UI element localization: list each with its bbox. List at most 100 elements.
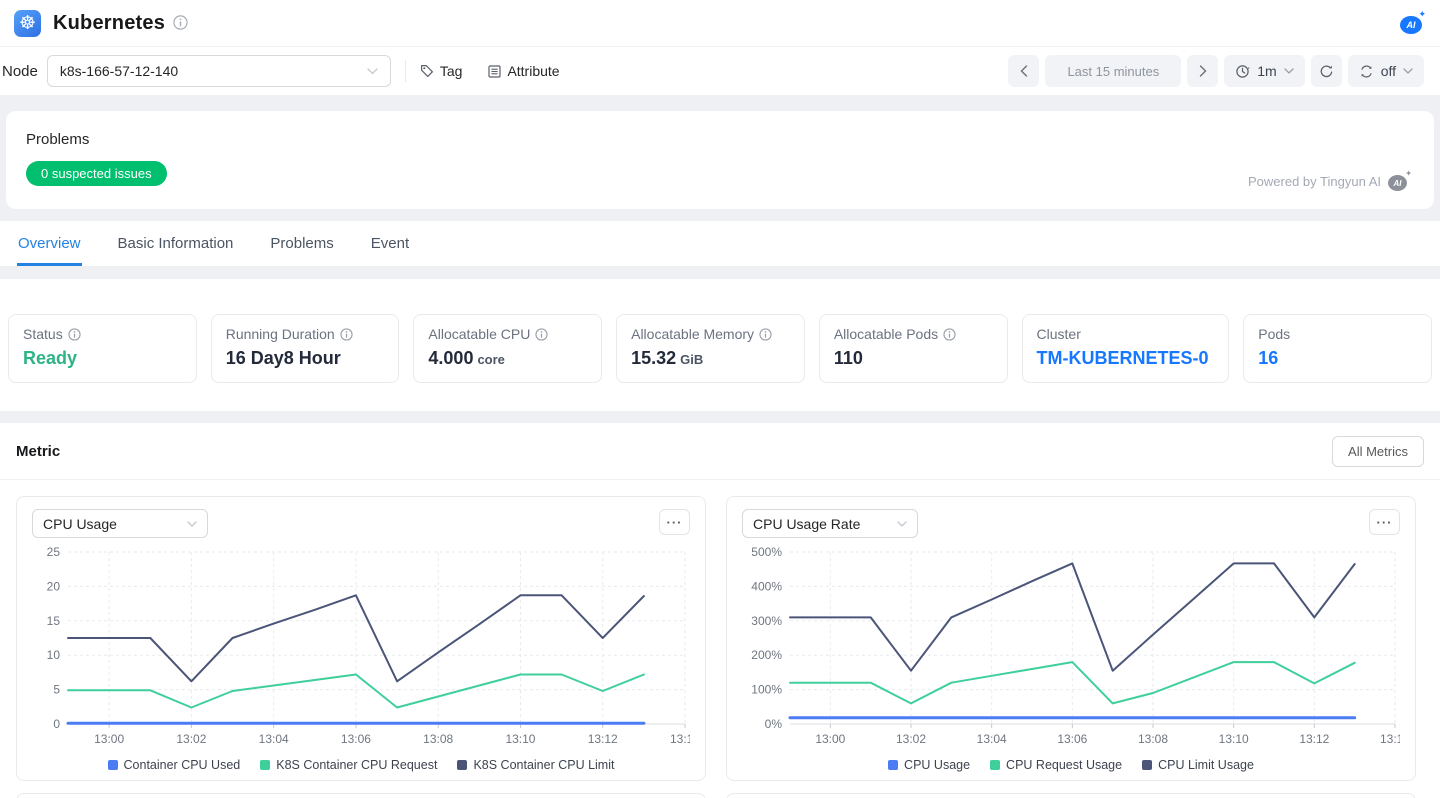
time-forward-button[interactable] — [1187, 55, 1218, 87]
time-range-button[interactable]: Last 15 minutes — [1045, 55, 1181, 87]
legend-label: Container CPU Used — [124, 758, 241, 772]
svg-text:13:02: 13:02 — [176, 732, 206, 746]
svg-text:5: 5 — [53, 683, 60, 697]
kubernetes-logo-icon: ☸ — [14, 10, 41, 37]
stat-card-allocatable-memory: Allocatable Memory 15.32GiB — [616, 314, 805, 383]
node-select[interactable]: k8s-166-57-12-140 — [47, 55, 391, 87]
sparkle-icon: ✦ — [1418, 9, 1426, 20]
chart-legend: CPU Usage CPU Request Usage CPU Limit Us… — [742, 758, 1400, 772]
cpu-usage-rate-chart[interactable]: 0%100%200%300%400%500%13:0013:0213:0413:… — [742, 542, 1400, 756]
stats-row: Status Ready Running Duration 16 Day8 Ho… — [8, 314, 1432, 383]
chevron-down-icon — [367, 68, 378, 75]
legend-item[interactable]: CPU Request Usage — [990, 758, 1122, 772]
svg-text:10: 10 — [47, 648, 61, 662]
legend-swatch — [888, 760, 898, 770]
svg-text:100%: 100% — [751, 683, 782, 697]
all-metrics-button[interactable]: All Metrics — [1332, 436, 1424, 467]
stat-card-pods: Pods 16 — [1243, 314, 1432, 383]
tag-label: Tag — [440, 63, 463, 79]
legend-swatch — [990, 760, 1000, 770]
filter-toolbar: Node k8s-166-57-12-140 Tag Attribute Las… — [0, 47, 1440, 95]
time-back-button[interactable] — [1008, 55, 1039, 87]
powered-by: Powered by Tingyun AI ✦ AI — [1248, 171, 1412, 191]
svg-text:20: 20 — [47, 579, 61, 593]
svg-text:13:12: 13:12 — [1299, 732, 1329, 746]
attribute-label: Attribute — [507, 63, 559, 79]
metric-section: Metric All Metrics CPU Usage ··· 0510152… — [0, 423, 1440, 798]
chevron-down-icon — [1403, 68, 1413, 74]
svg-text:25: 25 — [47, 545, 61, 559]
legend-label: CPU Limit Usage — [1158, 758, 1254, 772]
stat-value: 4.000core — [428, 348, 587, 369]
svg-text:13:00: 13:00 — [815, 732, 845, 746]
svg-text:0: 0 — [53, 717, 60, 731]
chart-select-value: CPU Usage — [43, 516, 117, 532]
legend-item[interactable]: CPU Usage — [888, 758, 970, 772]
stat-label: Allocatable CPU — [428, 326, 530, 342]
info-icon[interactable] — [759, 328, 772, 341]
stats-section: Status Ready Running Duration 16 Day8 Ho… — [0, 279, 1440, 411]
interval-dropdown[interactable]: 1m — [1224, 55, 1304, 87]
chart-metric-select[interactable]: CPU Usage — [32, 509, 208, 538]
svg-text:13:10: 13:10 — [1219, 732, 1249, 746]
auto-refresh-value: off — [1381, 63, 1396, 79]
info-icon[interactable] — [535, 328, 548, 341]
chart-metric-select[interactable]: CPU Usage Rate — [742, 509, 918, 538]
stat-label: Status — [23, 326, 63, 342]
clock-interval-icon — [1235, 64, 1250, 79]
attribute-button[interactable]: Attribute — [488, 63, 559, 79]
stat-card-allocatable-cpu: Allocatable CPU 4.000core — [413, 314, 602, 383]
suspected-issues-badge[interactable]: 0 suspected issues — [26, 161, 167, 186]
info-icon[interactable] — [173, 15, 188, 32]
svg-text:13:02: 13:02 — [896, 732, 926, 746]
svg-text:13:08: 13:08 — [423, 732, 453, 746]
attribute-icon — [488, 65, 501, 78]
chart-more-button[interactable]: ··· — [659, 509, 690, 535]
info-icon[interactable] — [943, 328, 956, 341]
node-select-value: k8s-166-57-12-140 — [60, 63, 178, 79]
chart-more-button[interactable]: ··· — [1369, 509, 1400, 535]
svg-text:0%: 0% — [765, 717, 783, 731]
tab-event[interactable]: Event — [370, 221, 410, 266]
legend-item[interactable]: CPU Limit Usage — [1142, 758, 1254, 772]
legend-item[interactable]: K8S Container CPU Limit — [457, 758, 614, 772]
svg-text:13:14: 13:14 — [1380, 732, 1400, 746]
tingyun-ai-gray-icon: ✦ AI — [1388, 171, 1412, 191]
info-icon[interactable] — [68, 328, 81, 341]
info-icon[interactable] — [340, 328, 353, 341]
svg-text:13:08: 13:08 — [1138, 732, 1168, 746]
legend-label: CPU Request Usage — [1006, 758, 1122, 772]
time-controls: Last 15 minutes 1m off — [1008, 55, 1424, 87]
auto-refresh-dropdown[interactable]: off — [1348, 55, 1424, 87]
legend-swatch — [260, 760, 270, 770]
node-label: Node — [2, 63, 38, 80]
legend-item[interactable]: K8S Container CPU Request — [260, 758, 437, 772]
refresh-button[interactable] — [1311, 55, 1342, 87]
tag-button[interactable]: Tag — [420, 63, 463, 79]
stat-card-running-duration: Running Duration 16 Day8 Hour — [211, 314, 400, 383]
stat-card-cluster: Cluster TM-KUBERNETES-0 — [1022, 314, 1230, 383]
pods-link[interactable]: 16 — [1258, 348, 1417, 369]
divider — [405, 60, 406, 82]
tab-basic-information[interactable]: Basic Information — [117, 221, 235, 266]
problems-card: Problems 0 suspected issues Powered by T… — [6, 111, 1434, 209]
stat-card-status: Status Ready — [8, 314, 197, 383]
svg-text:400%: 400% — [751, 579, 782, 593]
sparkle-icon: ✦ — [1405, 169, 1412, 178]
tab-problems[interactable]: Problems — [269, 221, 334, 266]
cluster-link[interactable]: TM-KUBERNETES-0 — [1037, 348, 1215, 369]
tingyun-ai-icon[interactable]: ✦ AI — [1400, 12, 1426, 34]
legend-swatch — [1142, 760, 1152, 770]
svg-text:13:04: 13:04 — [977, 732, 1007, 746]
cpu-usage-chart[interactable]: 051015202513:0013:0213:0413:0613:0813:10… — [32, 542, 690, 756]
legend-swatch — [457, 760, 467, 770]
svg-text:13:10: 13:10 — [505, 732, 535, 746]
tab-overview[interactable]: Overview — [17, 221, 82, 266]
svg-text:500%: 500% — [751, 545, 782, 559]
ai-bubble: AI — [1400, 16, 1422, 34]
legend-item[interactable]: Container CPU Used — [108, 758, 241, 772]
chart-card-cpu-usage: CPU Usage ··· 051015202513:0013:0213:041… — [16, 496, 706, 781]
chevron-down-icon — [897, 521, 907, 527]
svg-text:13:04: 13:04 — [259, 732, 289, 746]
svg-text:13:12: 13:12 — [588, 732, 618, 746]
